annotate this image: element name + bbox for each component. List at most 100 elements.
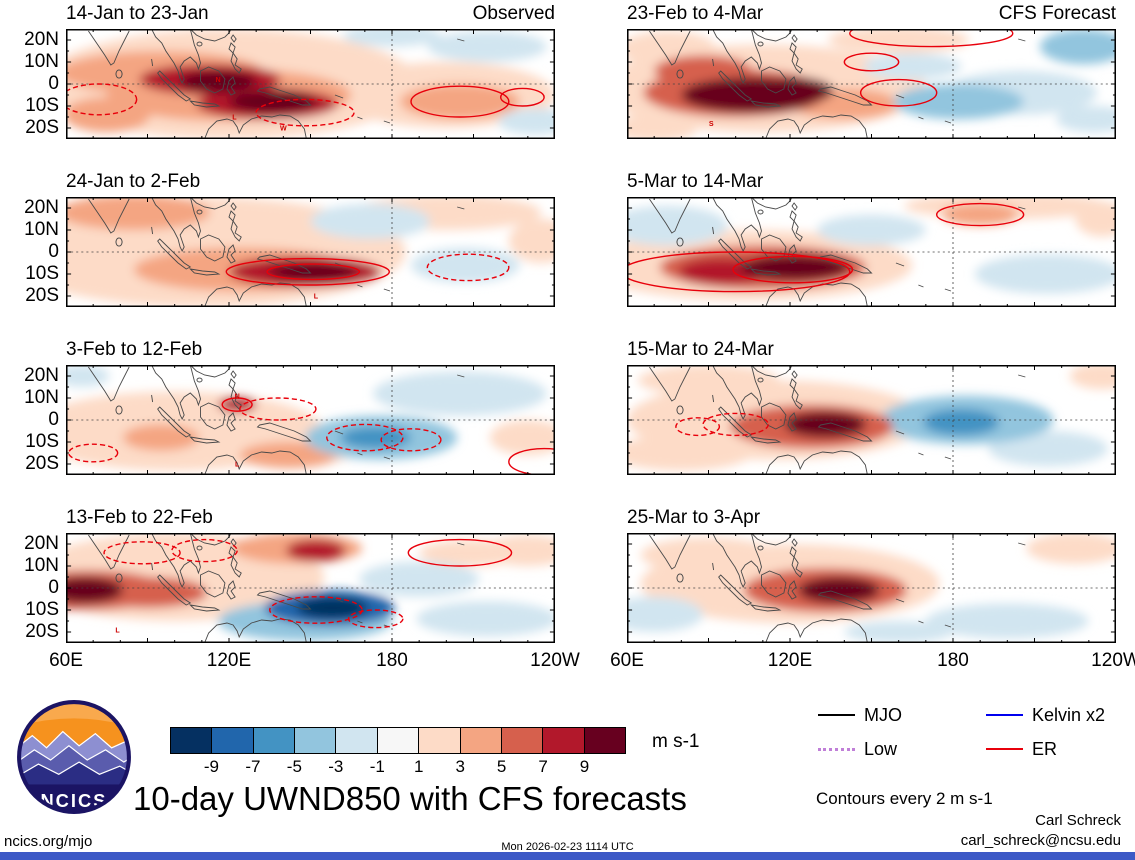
wave-contour-solid: [732, 255, 854, 284]
panel-title-row: 13-Feb to 22-Feb: [66, 506, 555, 530]
lat-axis-label: 10S: [25, 95, 59, 116]
colorbar-segment: [500, 728, 543, 753]
wave-marker: S: [709, 121, 714, 128]
map-panel: L: [66, 533, 555, 643]
map-wrap: 20N 10N 0 10S 20S L: [24, 197, 555, 307]
map-wrap: 20N 10N 0 10S 20S L W N: [24, 29, 555, 139]
wave-contour-dashed: [426, 253, 510, 282]
colorbar-tick-label: 3: [455, 757, 465, 776]
figure-title: 10-day UWND850 with CFS forecasts: [133, 780, 687, 817]
map-wrap: [627, 365, 1116, 475]
panel-border: [66, 533, 555, 643]
colorbar-segment: [583, 728, 625, 753]
wave-marker: L: [235, 462, 240, 469]
wave-marker: W: [280, 126, 287, 133]
colorbar-segment: [252, 728, 295, 753]
panel-border: [627, 365, 1116, 475]
panel-title-row: 23-Feb to 4-Mar CFS Forecast: [627, 2, 1116, 26]
panel-date-range: 24-Jan to 2-Feb: [66, 171, 201, 192]
legend-line-swatch: [818, 747, 855, 751]
lon-axis-label: 60E: [610, 650, 644, 671]
footer-timestamp: Mon 2026-02-23 1114 UTC: [501, 841, 634, 853]
panel-date-range: 5-Mar to 14-Mar: [627, 171, 764, 192]
colorbar-segment: [294, 728, 336, 753]
colorbar-tick-label: -3: [328, 757, 344, 776]
colorbar-tick-label: 5: [496, 757, 507, 776]
panel-title-row: 15-Mar to 24-Mar: [627, 338, 1116, 362]
lat-axis-label: 10N: [24, 219, 59, 240]
lat-axis-label: 20N: [24, 365, 59, 386]
panel-corner-label: CFS Forecast: [998, 3, 1116, 24]
map-panel: [627, 365, 1116, 475]
panel-observed-4: 13-Feb to 22-Feb 20N 10N 0 10S 20S L: [24, 506, 555, 643]
colorbar-tick-label: -7: [245, 757, 261, 776]
legend-line-swatch: [986, 714, 1023, 716]
panel-date-range: 3-Feb to 12-Feb: [66, 339, 203, 360]
lat-axis-label: 10S: [25, 431, 59, 452]
wave-marker: L: [115, 627, 120, 634]
footer-bar: [0, 852, 1135, 860]
wave-contour-solid: [410, 85, 510, 118]
lat-axis-label: 10N: [24, 387, 59, 408]
map-panel: L W N: [66, 29, 555, 139]
lat-axis-label: 0: [48, 577, 59, 598]
map-panel: S: [627, 29, 1116, 139]
map-wrap: S: [627, 29, 1116, 139]
panel-date-range: 25-Mar to 3-Apr: [627, 507, 761, 528]
lat-axis-label: 20S: [25, 117, 59, 138]
wave-contour-solid: [225, 257, 390, 286]
wave-marker: L: [314, 294, 319, 301]
legend-label: Kelvin x2: [1032, 705, 1106, 725]
panel-border: [66, 29, 555, 139]
lon-axis-label: 180: [376, 650, 408, 671]
wave-contour-solid: [849, 29, 1014, 48]
lat-axis-label: 0: [48, 241, 59, 262]
anomaly-field: [66, 29, 555, 139]
anomaly-field: [627, 29, 1116, 139]
legend-label: ER: [1032, 739, 1058, 759]
colorbar-tick-label: -5: [286, 757, 302, 776]
legend-item-kelvin-x2: Kelvin x2: [986, 706, 1105, 724]
colorbar-units-label: m s-1: [652, 731, 700, 752]
footer-website: ncics.org/mjo: [4, 833, 93, 850]
legend-label: Low: [864, 739, 898, 759]
wave-contour-solid: [508, 447, 555, 475]
panel-title-row: 14-Jan to 23-Jan Observed: [66, 2, 555, 26]
contour-legend: MJO Kelvin x2 Low ER: [818, 706, 1105, 758]
lat-axis-label: 20S: [25, 285, 59, 306]
wave-marker: N: [216, 77, 221, 84]
anomaly-field: [66, 365, 555, 471]
credit-email: carl_schreck@ncsu.edu: [960, 832, 1121, 849]
panel-forecast-4: 25-Mar to 3-Apr: [627, 506, 1116, 643]
wave-contour-dashed: [68, 443, 119, 463]
wave-contour-dashed: [255, 98, 355, 127]
lat-axis-label: 10S: [25, 599, 59, 620]
credit-name: Carl Schreck: [1035, 812, 1121, 829]
legend-line-swatch: [986, 748, 1023, 750]
wave-contour-dashed: [326, 423, 404, 452]
legend-item-mjo: MJO: [818, 706, 986, 724]
panel-observed-1: 14-Jan to 23-Jan Observed 20N 10N 0 10S 20S L W N: [24, 2, 555, 139]
lat-axis-label: 10S: [25, 263, 59, 284]
legend-item-low: Low: [818, 740, 986, 758]
lat-axis-label: 20S: [25, 621, 59, 642]
lat-axis-label: 20S: [25, 453, 59, 474]
observed-panels-column: 14-Jan to 23-Jan Observed 20N 10N 0 10S 20S L W N…: [24, 2, 580, 676]
colorbar-segment: [171, 728, 212, 753]
wave-contour-solid: [859, 78, 938, 107]
wave-contour-dashed: [269, 596, 363, 624]
map-panel: [627, 533, 1116, 643]
lon-axis-row: 60E 120E 180 120W: [610, 650, 1135, 676]
wave-contour-dashed: [103, 541, 181, 565]
colorbar-segment: [335, 728, 377, 753]
colorbar-tick-label: 7: [538, 757, 548, 776]
colorbar-tick-label: -1: [369, 757, 385, 776]
lon-axis-label: 120W: [1091, 650, 1135, 671]
logo-text: NCICS: [40, 790, 107, 811]
colorbar-segment: [211, 728, 253, 753]
panel-title-row: 5-Mar to 14-Mar: [627, 170, 1116, 194]
panel-date-range: 23-Feb to 4-Mar: [627, 3, 764, 24]
lon-axis-label: 120E: [206, 650, 252, 671]
legend-label: MJO: [864, 705, 902, 725]
